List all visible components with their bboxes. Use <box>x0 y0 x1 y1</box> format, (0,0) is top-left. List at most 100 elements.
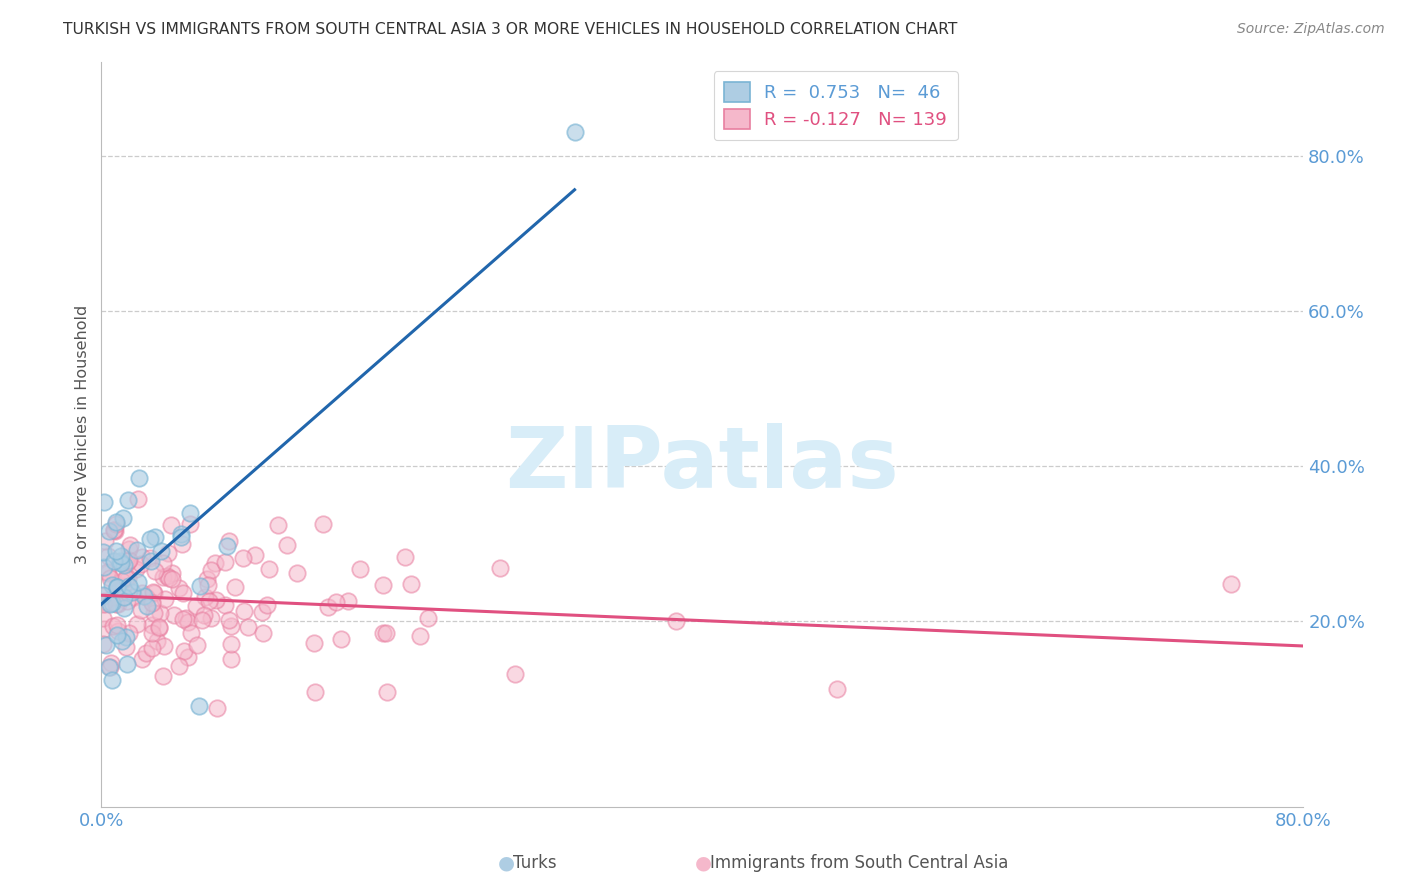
Point <box>186 638 208 652</box>
Point <box>146 633 169 648</box>
Point <box>101 673 124 687</box>
Point <box>93 495 115 509</box>
Point <box>205 593 228 607</box>
Point <box>503 666 526 681</box>
Point <box>101 596 124 610</box>
Point <box>107 624 129 638</box>
Point <box>100 578 122 592</box>
Point <box>219 652 242 666</box>
Text: Immigrants from South Central Asia: Immigrants from South Central Asia <box>710 855 1008 872</box>
Point <box>219 618 242 632</box>
Point <box>179 516 201 531</box>
Point <box>93 588 115 602</box>
Point <box>143 530 166 544</box>
Point <box>219 637 242 651</box>
Point <box>179 506 201 520</box>
Point <box>97 524 120 538</box>
Point <box>127 492 149 507</box>
Point <box>94 534 117 549</box>
Point <box>236 620 259 634</box>
Point <box>232 550 254 565</box>
Point <box>197 578 219 592</box>
Point <box>214 598 236 612</box>
Point <box>198 594 221 608</box>
Point <box>118 542 141 557</box>
Point <box>105 580 128 594</box>
Point <box>103 524 125 538</box>
Point <box>112 600 135 615</box>
Point <box>177 649 200 664</box>
Point <box>105 516 128 530</box>
Point <box>100 656 122 670</box>
Point <box>152 669 174 683</box>
Point <box>172 612 194 626</box>
Point <box>97 549 120 564</box>
Point <box>152 570 174 584</box>
Point <box>110 557 132 571</box>
Point <box>91 545 114 559</box>
Point <box>665 614 688 628</box>
Point <box>207 701 229 715</box>
Point <box>105 580 128 594</box>
Point <box>103 523 125 537</box>
Point <box>96 566 118 581</box>
Point <box>94 597 117 611</box>
Point <box>105 628 128 642</box>
Point <box>104 597 127 611</box>
Y-axis label: 3 or more Vehicles in Household: 3 or more Vehicles in Household <box>75 305 90 565</box>
Point <box>141 618 163 632</box>
Point <box>159 518 181 533</box>
Point <box>136 599 159 614</box>
Point <box>194 590 217 604</box>
Point <box>257 562 280 576</box>
Point <box>276 538 298 552</box>
Point <box>122 590 145 604</box>
Point <box>101 591 124 605</box>
Point <box>169 530 191 544</box>
Point <box>195 572 218 586</box>
Point <box>111 511 134 525</box>
Point <box>304 685 326 699</box>
Point <box>217 539 239 553</box>
Point <box>190 613 212 627</box>
Point <box>91 611 114 625</box>
Point <box>256 598 278 612</box>
Point <box>200 563 222 577</box>
Point <box>375 685 398 699</box>
Point <box>112 579 135 593</box>
Point <box>100 660 122 674</box>
Point <box>93 593 115 607</box>
Point <box>329 632 352 646</box>
Point <box>91 637 114 651</box>
Point <box>117 571 139 585</box>
Point <box>110 549 132 564</box>
Point <box>115 594 138 608</box>
Point <box>98 597 121 611</box>
Point <box>150 544 173 558</box>
Point <box>132 589 155 603</box>
Point <box>110 554 132 568</box>
Point <box>141 595 163 609</box>
Point <box>103 554 125 568</box>
Point <box>418 611 440 625</box>
Point <box>160 566 183 581</box>
Point <box>177 615 200 629</box>
Point <box>127 574 149 589</box>
Point <box>117 554 139 568</box>
Point <box>104 544 127 558</box>
Point <box>125 542 148 557</box>
Point <box>103 524 125 539</box>
Point <box>96 565 118 579</box>
Point <box>1220 577 1243 591</box>
Point <box>374 625 396 640</box>
Point <box>114 557 136 571</box>
Point <box>128 471 150 485</box>
Text: ●: ● <box>695 854 711 873</box>
Point <box>117 553 139 567</box>
Point <box>107 597 129 611</box>
Point <box>267 517 290 532</box>
Point <box>105 583 128 598</box>
Point <box>114 630 136 644</box>
Point <box>188 578 211 592</box>
Point <box>243 548 266 562</box>
